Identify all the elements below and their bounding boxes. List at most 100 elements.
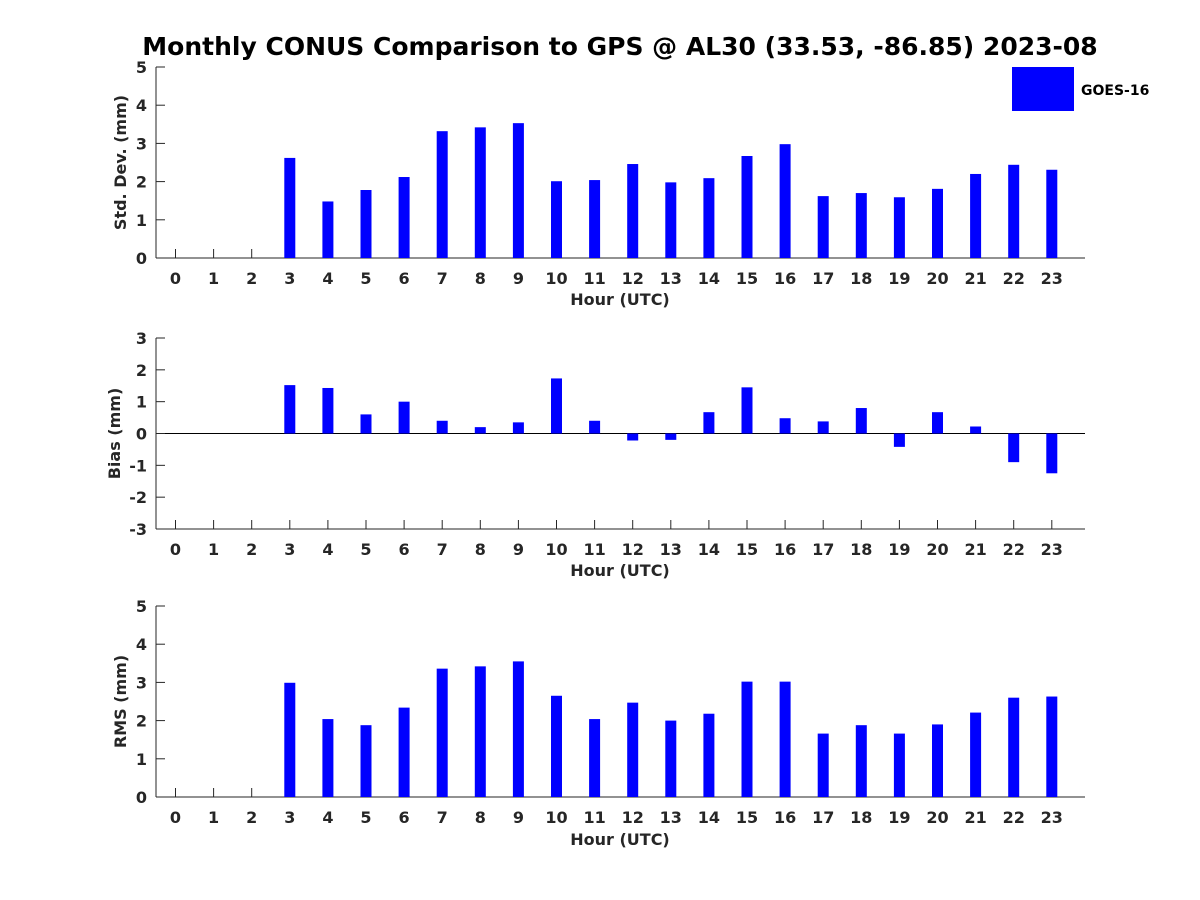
x-tick-label: 0 (170, 540, 181, 559)
x-tick-label: 2 (246, 269, 257, 288)
x-tick-label: 13 (660, 269, 682, 288)
x-tick-label: 22 (1003, 269, 1025, 288)
x-tick-label: 5 (360, 540, 371, 559)
bar (893, 197, 905, 258)
x-axis-label: Hour (UTC) (570, 561, 670, 580)
x-tick-label: 13 (660, 808, 682, 827)
x-tick-label: 23 (1041, 269, 1063, 288)
x-tick-label: 23 (1041, 540, 1063, 559)
bar (627, 164, 639, 258)
bar (322, 387, 334, 434)
bar (893, 733, 905, 797)
x-tick-label: 21 (964, 269, 986, 288)
legend-swatch (1012, 67, 1074, 111)
y-tick-label: 3 (136, 329, 147, 348)
y-axis-label: RMS (mm) (111, 655, 130, 748)
x-tick-label: 11 (583, 540, 605, 559)
x-tick-label: 17 (812, 540, 834, 559)
bar (284, 157, 296, 258)
x-tick-label: 11 (583, 269, 605, 288)
y-tick-label: 1 (136, 393, 147, 412)
bar (398, 177, 410, 258)
bar (436, 668, 448, 797)
x-tick-label: 15 (736, 269, 758, 288)
bar (779, 681, 791, 797)
x-tick-label: 2 (246, 540, 257, 559)
bar (398, 707, 410, 797)
x-tick-label: 8 (475, 808, 486, 827)
x-tick-label: 23 (1041, 808, 1063, 827)
y-tick-label: 4 (136, 96, 147, 115)
bar (551, 378, 562, 434)
bar (932, 412, 943, 434)
bar (779, 144, 791, 258)
bar (970, 426, 982, 434)
y-tick-label: 0 (136, 788, 147, 807)
x-axis-label: Hour (UTC) (570, 290, 670, 309)
x-tick-label: 18 (850, 540, 872, 559)
bar (665, 182, 677, 258)
x-tick-label: 18 (850, 808, 872, 827)
bar (551, 181, 562, 258)
x-tick-label: 6 (399, 269, 410, 288)
x-tick-label: 0 (170, 808, 181, 827)
bar (703, 178, 715, 258)
y-tick-label: -3 (129, 520, 147, 539)
y-tick-label: 5 (136, 597, 147, 616)
y-tick-label: 0 (136, 425, 147, 444)
bar (436, 131, 448, 258)
y-tick-label: 1 (136, 211, 147, 230)
bar (855, 408, 867, 434)
y-tick-label: 0 (136, 249, 147, 268)
y-tick-label: 3 (136, 673, 147, 692)
bar (1008, 433, 1020, 463)
x-tick-label: 16 (774, 808, 796, 827)
bar (1046, 433, 1058, 474)
x-tick-label: 5 (360, 808, 371, 827)
x-tick-label: 9 (513, 269, 524, 288)
bar (474, 427, 486, 434)
bar (474, 666, 486, 797)
y-tick-label: 2 (136, 361, 147, 380)
x-tick-label: 4 (322, 269, 333, 288)
bar (360, 414, 372, 434)
bar (855, 725, 867, 797)
x-tick-label: 10 (545, 540, 567, 559)
x-tick-label: 3 (284, 808, 295, 827)
x-tick-label: 6 (399, 540, 410, 559)
bar (284, 682, 296, 797)
bar (627, 702, 639, 797)
bar (932, 188, 943, 258)
bar (741, 387, 753, 434)
x-tick-label: 1 (208, 269, 219, 288)
x-tick-label: 11 (583, 808, 605, 827)
y-axis-label: Std. Dev. (mm) (111, 95, 130, 230)
bar (665, 720, 677, 797)
x-tick-label: 19 (888, 808, 910, 827)
bar (589, 719, 601, 797)
x-tick-label: 20 (926, 269, 948, 288)
x-tick-label: 4 (322, 808, 333, 827)
x-tick-label: 14 (698, 540, 720, 559)
bar (512, 661, 524, 797)
x-tick-label: 5 (360, 269, 371, 288)
bar (703, 713, 715, 797)
y-tick-label: 2 (136, 173, 147, 192)
bar (322, 719, 334, 797)
bar (1046, 169, 1058, 258)
x-tick-label: 20 (926, 540, 948, 559)
y-tick-label: -1 (129, 456, 147, 475)
bar (322, 201, 334, 258)
x-tick-label: 19 (888, 540, 910, 559)
bar (512, 123, 524, 259)
figure-title: Monthly CONUS Comparison to GPS @ AL30 (… (142, 32, 1097, 61)
bar (932, 724, 943, 797)
y-tick-label: 5 (136, 58, 147, 77)
x-tick-label: 13 (660, 540, 682, 559)
legend-label: GOES-16 (1081, 83, 1149, 99)
bar (627, 433, 639, 441)
bar (398, 401, 410, 434)
